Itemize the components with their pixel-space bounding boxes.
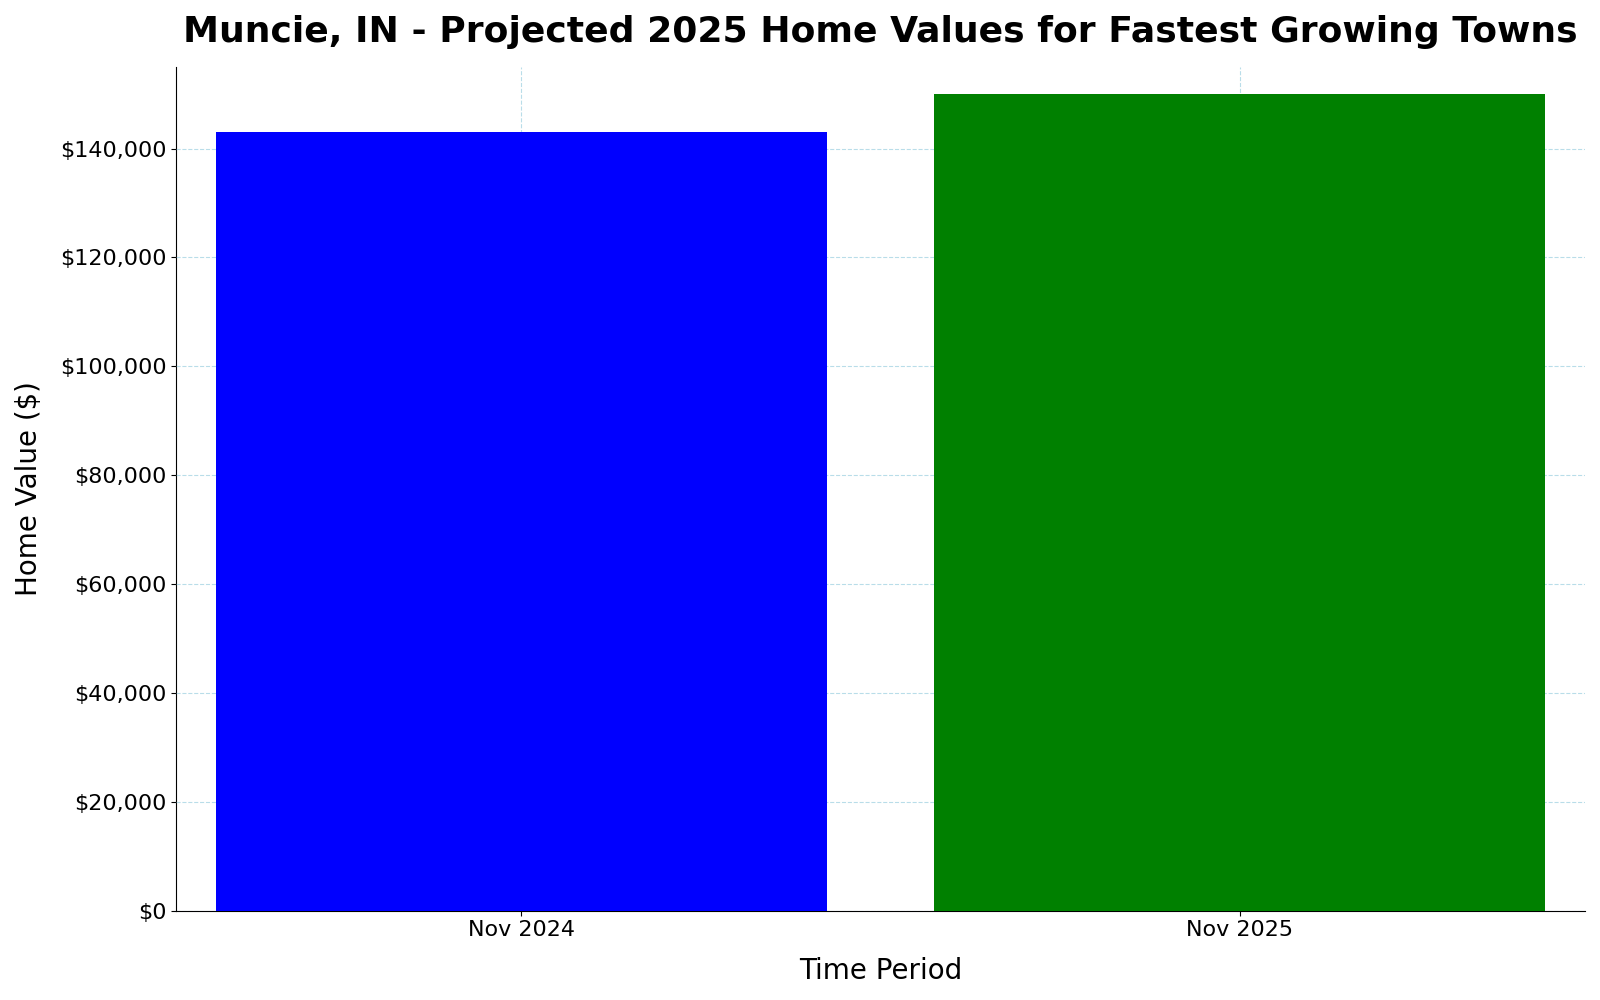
Bar xyxy=(216,132,827,911)
Bar xyxy=(934,94,1546,911)
Title: Muncie, IN - Projected 2025 Home Values for Fastest Growing Towns: Muncie, IN - Projected 2025 Home Values … xyxy=(182,15,1578,49)
X-axis label: Time Period: Time Period xyxy=(798,957,962,985)
Y-axis label: Home Value ($): Home Value ($) xyxy=(14,381,43,596)
